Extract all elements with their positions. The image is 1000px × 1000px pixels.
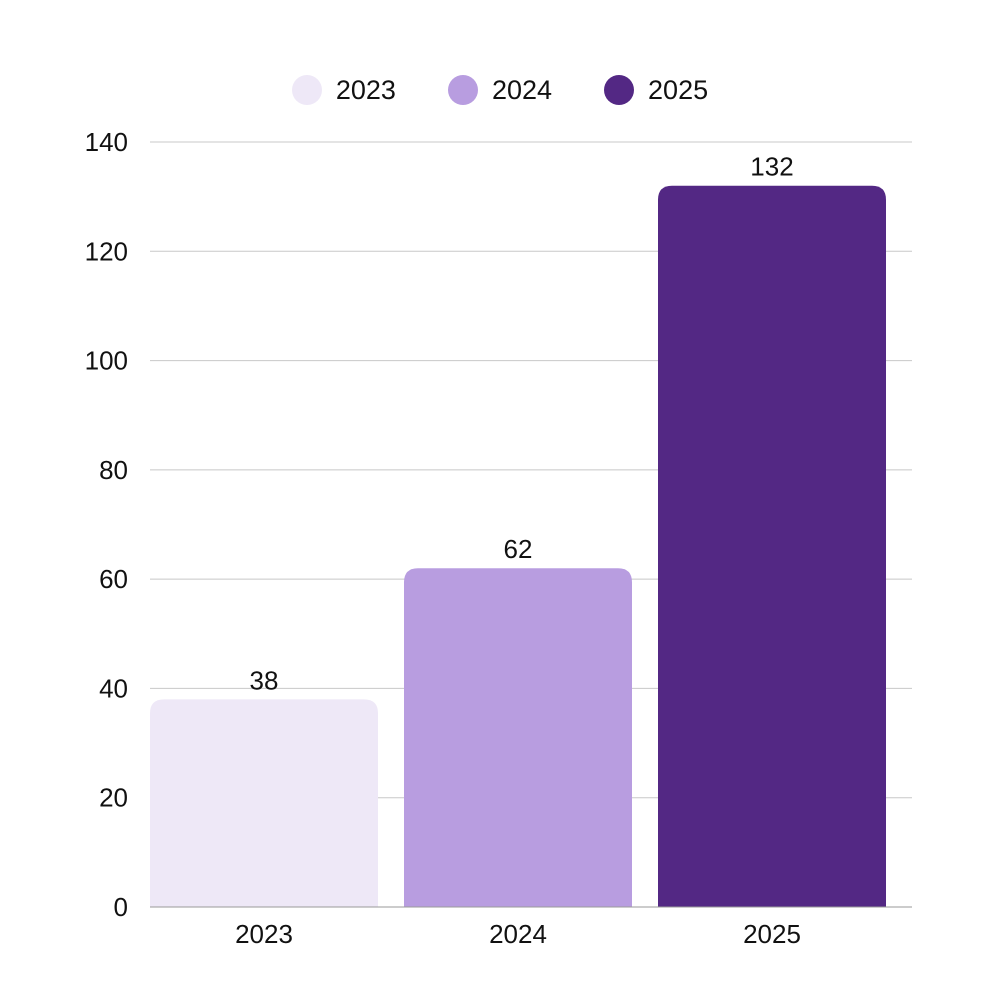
- data-label-2023: 38: [250, 665, 279, 695]
- y-tick-label: 80: [99, 455, 128, 485]
- legend-label-2023: 2023: [335, 74, 396, 105]
- y-tick-label: 60: [99, 564, 128, 594]
- y-tick-label: 140: [85, 127, 128, 157]
- x-tick-label-2023: 2023: [235, 919, 293, 949]
- legend-swatch-2025: [604, 75, 635, 105]
- data-label-2024: 62: [504, 534, 533, 564]
- bar-2023: [150, 699, 378, 907]
- y-tick-label: 40: [99, 673, 128, 703]
- bar-2024: [404, 568, 632, 907]
- legend-item-2023: 2023: [291, 74, 396, 106]
- legend-label-2025: 2025: [648, 74, 709, 105]
- data-label-2025: 132: [750, 152, 793, 182]
- x-tick-label-2024: 2024: [489, 919, 547, 949]
- legend-swatch-2024: [447, 75, 478, 105]
- y-tick-label: 120: [85, 236, 128, 266]
- y-tick-label: 100: [85, 346, 128, 376]
- x-tick-label-2025: 2025: [743, 919, 801, 949]
- legend-item-2024: 2024: [447, 74, 553, 106]
- y-tick-label: 20: [99, 783, 128, 813]
- chart-legend: 2023 2024 2025: [0, 70, 1000, 110]
- bar-2025: [658, 185, 886, 907]
- y-tick-label: 0: [114, 892, 128, 922]
- legend-label-2024: 2024: [491, 74, 553, 105]
- legend-item-2025: 2025: [604, 75, 708, 106]
- legend-swatch-2023: [291, 75, 322, 105]
